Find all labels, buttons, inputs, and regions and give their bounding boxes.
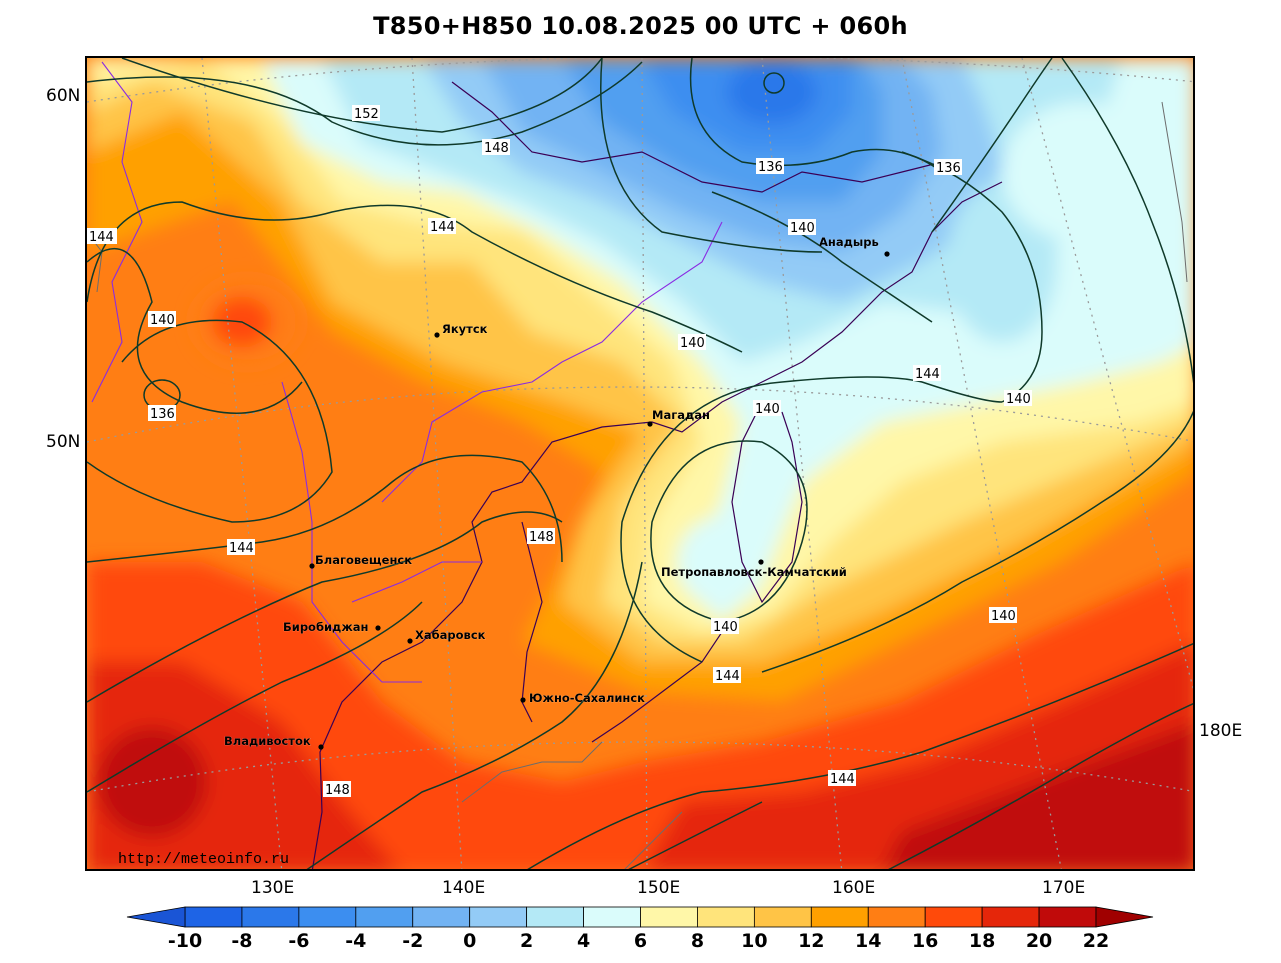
contour-label: 144 bbox=[830, 772, 855, 787]
credit-watermark: http://meteoinfo.ru bbox=[118, 851, 289, 868]
colorbar-cell bbox=[298, 906, 357, 928]
contour-label: 148 bbox=[325, 783, 350, 798]
colorbar-tick-label: 16 bbox=[911, 930, 939, 952]
city-label-anadyr: Анадырь bbox=[819, 235, 879, 249]
colorbar-cell bbox=[753, 906, 812, 928]
contour-labels: 152 148 144 136 140 136 144 140 140 136 … bbox=[87, 105, 1032, 798]
lon-label-130e: 130E bbox=[251, 878, 295, 898]
colorbar-low-arrow bbox=[126, 906, 186, 928]
map-title: T850+H850 10.08.2025 00 UTC + 060h bbox=[373, 12, 908, 40]
coastlines bbox=[311, 81, 1003, 869]
colorbar-tick-label: 12 bbox=[798, 930, 825, 952]
colorbar-cells bbox=[184, 906, 1097, 928]
lon-label-160e: 160E bbox=[832, 878, 876, 898]
colorbar-cell bbox=[526, 906, 584, 928]
city-dot bbox=[520, 697, 526, 703]
colorbar bbox=[126, 906, 1154, 928]
city-dot bbox=[318, 744, 324, 750]
colorbar-cell bbox=[241, 906, 300, 928]
city-dot bbox=[434, 332, 440, 338]
colorbar-tick-label: -6 bbox=[288, 930, 310, 952]
colorbar-tick-label: -10 bbox=[167, 930, 203, 952]
temperature-field-map: 152 148 144 136 140 136 144 140 140 136 … bbox=[87, 58, 1193, 869]
field-minus8-minus6 bbox=[727, 60, 817, 124]
colorbar-cell bbox=[640, 906, 698, 928]
lon-label-180e: 180E bbox=[1199, 721, 1243, 741]
colorbar-tick-label: 20 bbox=[1025, 930, 1053, 952]
city-dot bbox=[647, 421, 653, 427]
colorbar-cell bbox=[1038, 906, 1097, 928]
city-label-yakutsk: Якутск bbox=[442, 322, 488, 336]
city-label-yuzhno-sakhalinsk: Южно-Сахалинск bbox=[529, 691, 645, 705]
contour-label: 140 bbox=[755, 402, 780, 417]
colorbar-tick-label: 22 bbox=[1082, 930, 1110, 952]
colorbar-cell bbox=[867, 906, 926, 928]
city-label-khabarovsk: Хабаровск bbox=[415, 628, 486, 642]
contour-label: 148 bbox=[484, 141, 509, 156]
colorbar-cell bbox=[355, 906, 414, 928]
field-ne-4-6 bbox=[1002, 102, 1162, 242]
contour-label: 136 bbox=[758, 160, 783, 175]
city-label-blagoveshchensk: Благовещенск bbox=[315, 553, 412, 567]
colorbar-cell bbox=[924, 906, 983, 928]
contour-label: 152 bbox=[354, 107, 379, 122]
contour-label: 136 bbox=[936, 161, 961, 176]
colorbar-tick-label: 0 bbox=[463, 930, 477, 952]
city-dot bbox=[407, 638, 413, 644]
colorbar-tick-label: -8 bbox=[231, 930, 253, 952]
colorbar-tick-label: -2 bbox=[402, 930, 424, 952]
contour-label: 136 bbox=[150, 407, 175, 422]
contour-label: 144 bbox=[229, 541, 254, 556]
admin-borders bbox=[91, 61, 723, 683]
contour-label: 144 bbox=[89, 230, 114, 245]
city-label-birobidzhan: Биробиджан bbox=[283, 620, 368, 634]
lat-label-60n: 60N bbox=[46, 86, 81, 106]
colorbar-tick-label: 6 bbox=[633, 930, 648, 952]
city-dot bbox=[375, 625, 381, 631]
city-dot bbox=[309, 563, 315, 569]
lon-label-170e: 170E bbox=[1042, 878, 1086, 898]
lon-label-150e: 150E bbox=[637, 878, 681, 898]
field-kamchatka-4-6 bbox=[677, 517, 767, 607]
contour-label: 140 bbox=[1006, 392, 1031, 407]
colorbar-cell bbox=[583, 906, 641, 928]
colorbar-cell bbox=[810, 906, 869, 928]
contour-label: 140 bbox=[680, 336, 705, 351]
colorbar-tick-label: 18 bbox=[968, 930, 996, 952]
colorbar-cell bbox=[469, 906, 528, 928]
lon-label-140e: 140E bbox=[442, 878, 486, 898]
city-dot bbox=[884, 251, 890, 257]
lat-label-50n: 50N bbox=[46, 432, 81, 452]
contour-label: 144 bbox=[715, 669, 740, 684]
city-label-magadan: Магадан bbox=[652, 408, 710, 422]
field-sw-20-22 bbox=[97, 727, 207, 837]
colorbar-tick-label: -4 bbox=[345, 930, 367, 952]
colorbar-tick-label: 10 bbox=[741, 930, 768, 952]
field-se-20-22 bbox=[883, 723, 1193, 869]
contour-label: 140 bbox=[790, 221, 815, 236]
colorbar-cell bbox=[184, 906, 243, 928]
city-label-vladivostok: Владивосток bbox=[224, 734, 311, 748]
contour-label: 144 bbox=[430, 220, 455, 235]
colorbar-tick-label: 14 bbox=[855, 930, 882, 952]
colorbar-cell bbox=[412, 906, 471, 928]
contour-label: 140 bbox=[713, 620, 738, 635]
city-dot bbox=[758, 559, 764, 565]
contour-label: 144 bbox=[915, 367, 940, 382]
city-markers: Якутск Магадан Анадырь Петропавловск-Кам… bbox=[224, 235, 890, 750]
colorbar-tick-label: 8 bbox=[690, 930, 705, 952]
map-panel: 152 148 144 136 140 136 144 140 140 136 … bbox=[85, 56, 1195, 871]
colorbar-cell bbox=[981, 906, 1040, 928]
graticule bbox=[87, 58, 1193, 869]
contour-label: 148 bbox=[529, 530, 554, 545]
city-label-petropavlovsk: Петропавловск-Камчатский bbox=[661, 565, 847, 579]
contour-label: 140 bbox=[991, 609, 1016, 624]
colorbar-cell bbox=[697, 906, 755, 928]
colorbar-tick-label: 4 bbox=[576, 930, 591, 952]
colorbar-high-arrow bbox=[1095, 906, 1154, 928]
colorbar-tick-label: 2 bbox=[520, 930, 534, 952]
contour-label: 140 bbox=[150, 313, 175, 328]
